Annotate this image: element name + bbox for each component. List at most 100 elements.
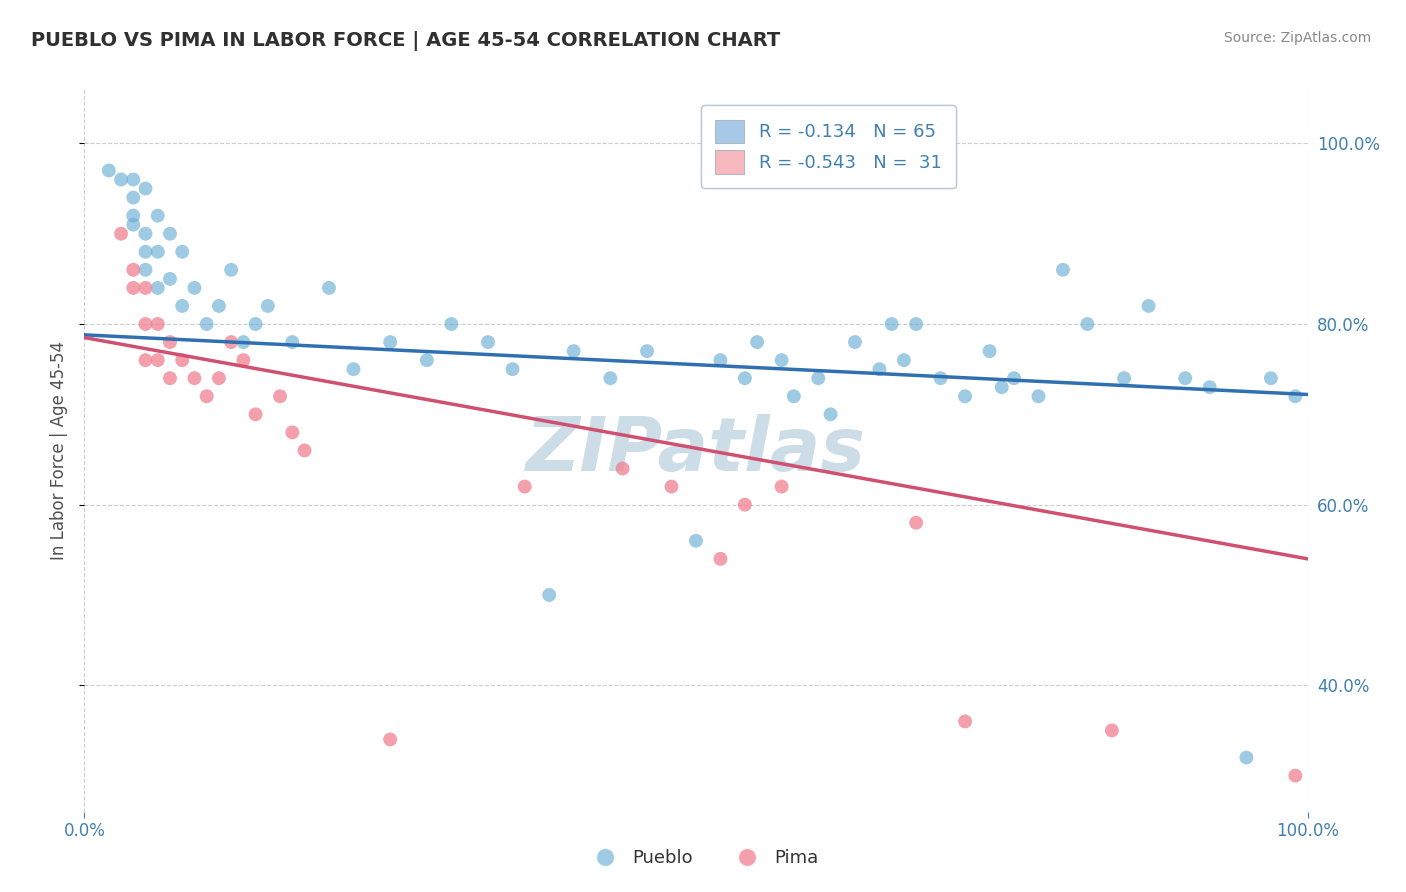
- Point: [1028, 389, 1050, 403]
- Point: [905, 317, 928, 331]
- Point: [97, 163, 120, 178]
- Point: [929, 371, 952, 385]
- Point: [122, 172, 145, 186]
- Point: [1114, 371, 1136, 385]
- Point: [172, 299, 194, 313]
- Point: [880, 317, 903, 331]
- Point: [440, 317, 463, 331]
- Point: [135, 281, 157, 295]
- Point: [734, 498, 756, 512]
- Point: [183, 371, 205, 385]
- Point: [122, 218, 145, 232]
- Point: [122, 209, 145, 223]
- Point: [159, 334, 181, 349]
- Point: [416, 353, 439, 368]
- Point: [135, 317, 157, 331]
- Point: [1260, 371, 1282, 385]
- Point: [905, 516, 928, 530]
- Point: [685, 533, 707, 548]
- Point: [502, 362, 524, 376]
- Point: [219, 263, 242, 277]
- Point: [318, 281, 340, 295]
- Point: [135, 227, 157, 241]
- Point: [135, 263, 157, 277]
- Point: [219, 334, 242, 349]
- Point: [146, 244, 169, 259]
- Point: [208, 371, 231, 385]
- Point: [1002, 371, 1025, 385]
- Point: [232, 353, 254, 368]
- Point: [110, 172, 132, 186]
- Point: [1076, 317, 1098, 331]
- Point: [612, 461, 634, 475]
- Point: [538, 588, 561, 602]
- Point: [232, 334, 254, 349]
- Point: [380, 334, 402, 349]
- Point: [146, 209, 169, 223]
- Point: [159, 227, 181, 241]
- Legend: Pueblo, Pima: Pueblo, Pima: [581, 842, 825, 874]
- Point: [159, 371, 181, 385]
- Point: [122, 263, 145, 277]
- Point: [269, 389, 291, 403]
- Point: [831, 172, 853, 186]
- Point: [195, 317, 218, 331]
- Point: [294, 443, 316, 458]
- Point: [245, 317, 267, 331]
- Point: [146, 353, 169, 368]
- Point: [562, 344, 585, 359]
- Point: [599, 371, 621, 385]
- Point: [709, 353, 731, 368]
- Point: [477, 334, 499, 349]
- Point: [1284, 769, 1306, 783]
- Point: [172, 353, 194, 368]
- Point: [770, 353, 793, 368]
- Point: [820, 407, 842, 422]
- Point: [122, 281, 145, 295]
- Point: [183, 281, 205, 295]
- Point: [195, 389, 218, 403]
- Point: [342, 362, 364, 376]
- Point: [869, 362, 891, 376]
- Point: [257, 299, 280, 313]
- Point: [1198, 380, 1220, 394]
- Point: [245, 407, 267, 422]
- Point: [135, 181, 157, 195]
- Point: [1137, 299, 1160, 313]
- Point: [979, 344, 1001, 359]
- Point: [807, 371, 830, 385]
- Point: [1052, 263, 1074, 277]
- Point: [1236, 750, 1258, 764]
- Point: [991, 380, 1014, 394]
- Point: [281, 425, 304, 440]
- Point: [513, 480, 536, 494]
- Point: [172, 244, 194, 259]
- Point: [122, 191, 145, 205]
- Point: [281, 334, 304, 349]
- Point: [734, 371, 756, 385]
- Point: [135, 353, 157, 368]
- Point: [1284, 389, 1306, 403]
- Point: [783, 389, 806, 403]
- Point: [110, 227, 132, 241]
- Point: [159, 272, 181, 286]
- Point: [953, 714, 976, 729]
- Y-axis label: In Labor Force | Age 45-54: In Labor Force | Age 45-54: [51, 341, 69, 560]
- Point: [1101, 723, 1123, 738]
- Point: [844, 334, 866, 349]
- Point: [146, 317, 169, 331]
- Text: PUEBLO VS PIMA IN LABOR FORCE | AGE 45-54 CORRELATION CHART: PUEBLO VS PIMA IN LABOR FORCE | AGE 45-5…: [31, 31, 780, 51]
- Point: [380, 732, 402, 747]
- Point: [953, 389, 976, 403]
- Point: [747, 334, 769, 349]
- Point: [146, 281, 169, 295]
- Point: [135, 244, 157, 259]
- Point: [893, 353, 915, 368]
- Point: [1174, 371, 1197, 385]
- Text: ZIPatlas: ZIPatlas: [526, 414, 866, 487]
- Point: [208, 299, 231, 313]
- Point: [709, 551, 731, 566]
- Point: [636, 344, 658, 359]
- Text: Source: ZipAtlas.com: Source: ZipAtlas.com: [1223, 31, 1371, 45]
- Legend: R = -0.134   N = 65, R = -0.543   N =  31: R = -0.134 N = 65, R = -0.543 N = 31: [702, 105, 956, 188]
